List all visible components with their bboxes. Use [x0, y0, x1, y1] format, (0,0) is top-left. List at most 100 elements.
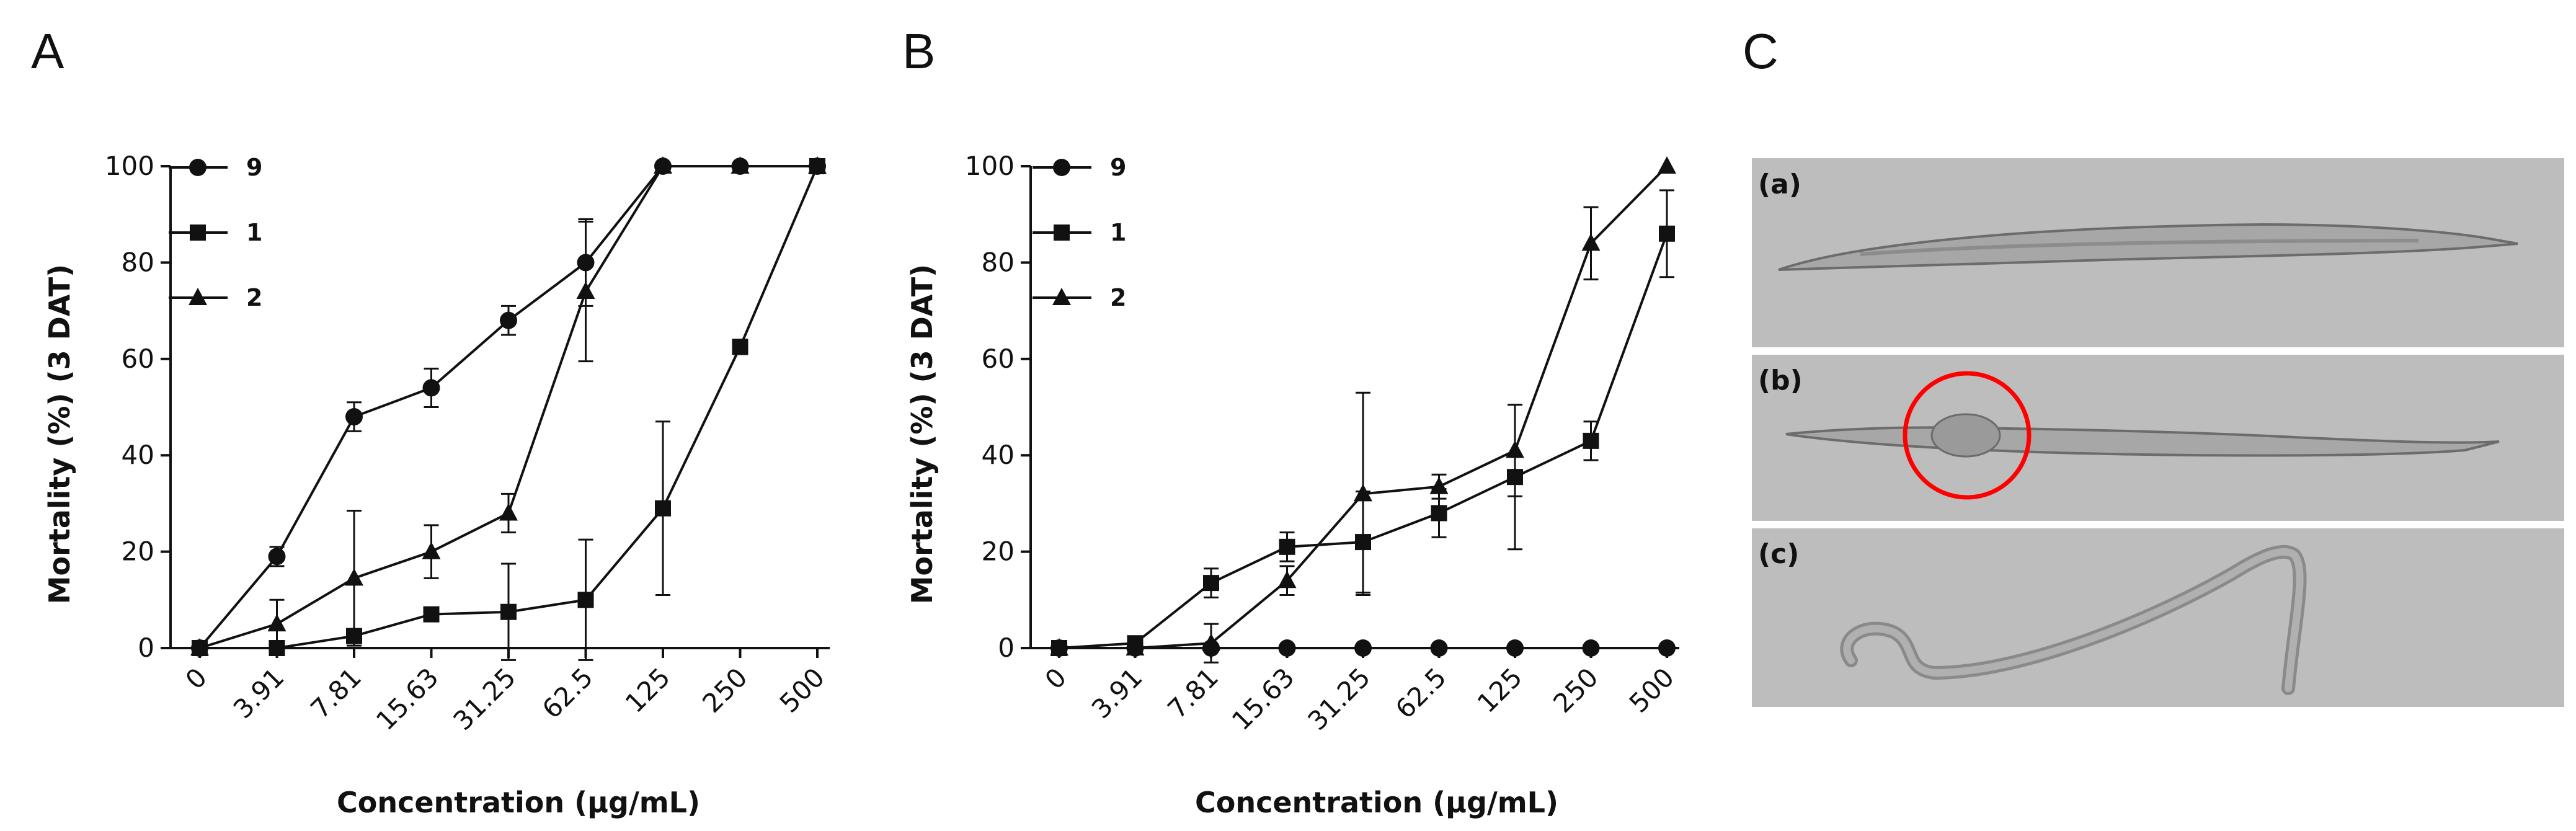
x-tick-label-b: 500 [1623, 662, 1680, 718]
data-point-1-a [423, 606, 440, 623]
panel-letter-a: A [31, 24, 64, 79]
data-point-2-a [654, 156, 672, 174]
x-tick-label-a: 250 [696, 662, 753, 718]
x-tick-label-b: 125 [1472, 662, 1528, 718]
x-tick-label-b: 31.25 [1302, 662, 1376, 736]
panel-letter-b: B [902, 24, 935, 79]
data-point-1-a [577, 592, 594, 608]
legend-marker-2-a [189, 288, 207, 305]
data-point-1-a [655, 500, 671, 517]
x-tick-label-b: 15.63 [1226, 662, 1300, 736]
legend-label-9-a: 9 [246, 154, 262, 181]
y-tick-label-b: 20 [982, 536, 1015, 567]
data-point-1-b [1659, 225, 1675, 242]
micrograph-b: (b) [1752, 355, 2564, 521]
legend-label-1-a: 1 [246, 219, 262, 246]
data-point-2-a [808, 156, 827, 174]
data-point-1-b [1203, 575, 1219, 592]
data-point-1-a [732, 339, 748, 355]
data-point-1-b [1583, 432, 1599, 449]
x-tick-label-a: 3.91 [228, 662, 290, 724]
x-tick-label-b: 250 [1547, 662, 1604, 718]
data-point-2-b [1581, 233, 1601, 251]
x-tick-label-b: 3.91 [1086, 662, 1148, 724]
data-point-2-b [1126, 638, 1145, 655]
micrograph-c-label: (c) [1758, 538, 1799, 570]
x-tick-label-a: 62.5 [536, 662, 599, 724]
chart-b: Mortality (%) (3 DAT) Concentration (µg/… [905, 151, 1680, 819]
legend-label-1-b: 1 [1110, 219, 1126, 246]
y-tick-label-a: 0 [138, 633, 154, 663]
legend-label-9-b: 9 [1110, 154, 1126, 181]
legend-marker-1-a [190, 224, 206, 241]
data-point-9-b [1658, 639, 1676, 657]
data-point-9-a [422, 379, 440, 397]
y-tick-label-b: 100 [965, 151, 1015, 181]
data-point-2-a [499, 503, 518, 521]
data-point-9-b [1582, 639, 1600, 657]
data-point-2-b [1429, 476, 1449, 494]
micrograph-b-label: (b) [1758, 365, 1803, 396]
y-tick-label-a: 60 [122, 344, 154, 374]
x-tick-label-a: 15.63 [370, 662, 445, 736]
x-tick-label-b: 7.81 [1161, 662, 1224, 724]
data-point-2-a [345, 568, 363, 586]
y-tick-label-a: 80 [122, 247, 154, 277]
y-tick-label-b: 60 [982, 344, 1015, 374]
micrograph-a: (a) [1752, 158, 2564, 347]
legend-label-2-b: 2 [1110, 284, 1126, 311]
y-tick-label-a: 20 [122, 536, 154, 567]
x-tick-label-a: 125 [620, 662, 676, 718]
x-tick-label-b: 62.5 [1390, 662, 1452, 724]
highlight-circle [1903, 371, 2032, 500]
data-point-2-a [576, 282, 595, 300]
y-axis-label-a: Mortality (%) (3 DAT) [43, 264, 76, 604]
legend-marker-9-a [189, 159, 207, 176]
nematode-a-gut [1860, 239, 2419, 256]
x-axis-label-b: Concentration (µg/mL) [1195, 786, 1558, 819]
x-tick-label-a: 7.81 [304, 662, 367, 724]
data-point-9-a [500, 311, 517, 329]
data-point-2-b [1277, 571, 1297, 589]
data-point-1-b [1431, 505, 1447, 522]
nematode-a [1778, 223, 2518, 271]
micrograph-c: (c) [1752, 528, 2564, 707]
y-axis-label-b: Mortality (%) (3 DAT) [905, 264, 939, 604]
legend-marker-9-b [1053, 159, 1070, 176]
x-tick-label-a: 500 [774, 662, 830, 718]
data-point-2-b [1658, 156, 1676, 174]
data-point-9-b [1354, 639, 1372, 657]
legend-label-2-a: 2 [246, 284, 262, 311]
y-tick-label-b: 40 [982, 440, 1015, 470]
data-point-9-b [1278, 639, 1296, 657]
data-point-2-a [267, 614, 286, 632]
y-tick-label-a: 100 [105, 151, 154, 181]
micrograph-a-label: (a) [1758, 169, 1801, 200]
x-tick-label-a: 31.25 [447, 662, 522, 736]
microscopy-panel: (a) (b) (c) [1752, 158, 2564, 707]
data-point-2-a [731, 156, 750, 174]
nematode-b-bulb [1930, 413, 2001, 458]
data-point-2-b [1354, 484, 1372, 502]
x-axis-label-a: Concentration (µg/mL) [337, 786, 700, 819]
y-tick-label-b: 0 [998, 633, 1015, 663]
data-point-1-b [1279, 538, 1295, 555]
data-point-2-a [190, 638, 209, 655]
nematode-c-inner [1843, 548, 2304, 692]
x-tick-label-a: 0 [180, 662, 213, 695]
data-point-9-a [345, 408, 363, 426]
data-point-9-a [268, 548, 286, 566]
data-point-2-a [422, 541, 441, 559]
data-point-1-a [500, 603, 517, 620]
data-point-2-b [1506, 440, 1524, 458]
chart-a: Mortality (%) (3 DAT) Concentration (µg/… [43, 151, 830, 819]
panel-letter-c: C [1743, 24, 1779, 79]
data-point-9-b [1506, 639, 1524, 657]
y-tick-label-a: 40 [122, 440, 154, 470]
data-point-9-b [1430, 639, 1448, 657]
legend-marker-2-b [1052, 288, 1071, 305]
legend-marker-1-b [1054, 224, 1070, 241]
y-tick-label-b: 80 [982, 247, 1015, 277]
x-tick-label-b: 0 [1039, 662, 1073, 695]
